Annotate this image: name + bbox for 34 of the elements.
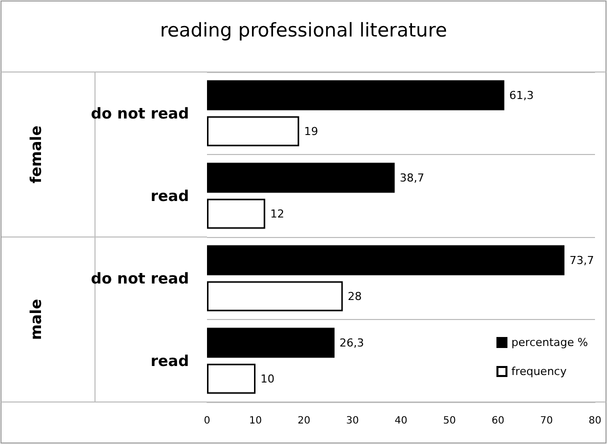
x-tick-label: 70 <box>540 416 553 426</box>
text: male <box>27 298 45 340</box>
x-tick-label: 60 <box>492 416 504 426</box>
bar <box>207 364 256 394</box>
x-tick-label: 80 <box>588 416 602 426</box>
data-label: 73,7 <box>569 254 594 267</box>
legend-label: percentage % <box>511 336 588 349</box>
y-tick-label: do not read <box>90 269 189 288</box>
data-label: 26,3 <box>340 336 364 350</box>
x-tick-label: 50 <box>443 416 456 426</box>
x-tick-label: 40 <box>394 416 408 426</box>
chart-title: reading professional literature <box>160 20 448 42</box>
data-label: 38,7 <box>400 171 424 184</box>
text: female <box>27 126 45 184</box>
bar <box>207 116 300 146</box>
legend-label: frequency <box>511 365 568 378</box>
bar <box>207 162 395 193</box>
data-label: 61,3 <box>509 88 534 102</box>
bar <box>207 281 343 312</box>
y-tick-label: do not read <box>90 104 189 122</box>
x-tick-label: 20 <box>298 416 310 426</box>
data-label: 10 <box>260 372 274 386</box>
bar <box>207 328 335 358</box>
y-tick-label: read <box>150 352 189 370</box>
data-label: 28 <box>348 290 362 303</box>
x-tick-label: 30 <box>346 416 359 426</box>
data-label: 19 <box>304 124 318 138</box>
x-tick-label: 10 <box>249 416 262 426</box>
bar <box>207 198 266 229</box>
bar <box>207 80 504 110</box>
y-tick-label: read <box>150 186 189 205</box>
x-tick-label: 0 <box>204 416 210 426</box>
bar <box>207 245 564 276</box>
data-label: 12 <box>270 207 284 220</box>
